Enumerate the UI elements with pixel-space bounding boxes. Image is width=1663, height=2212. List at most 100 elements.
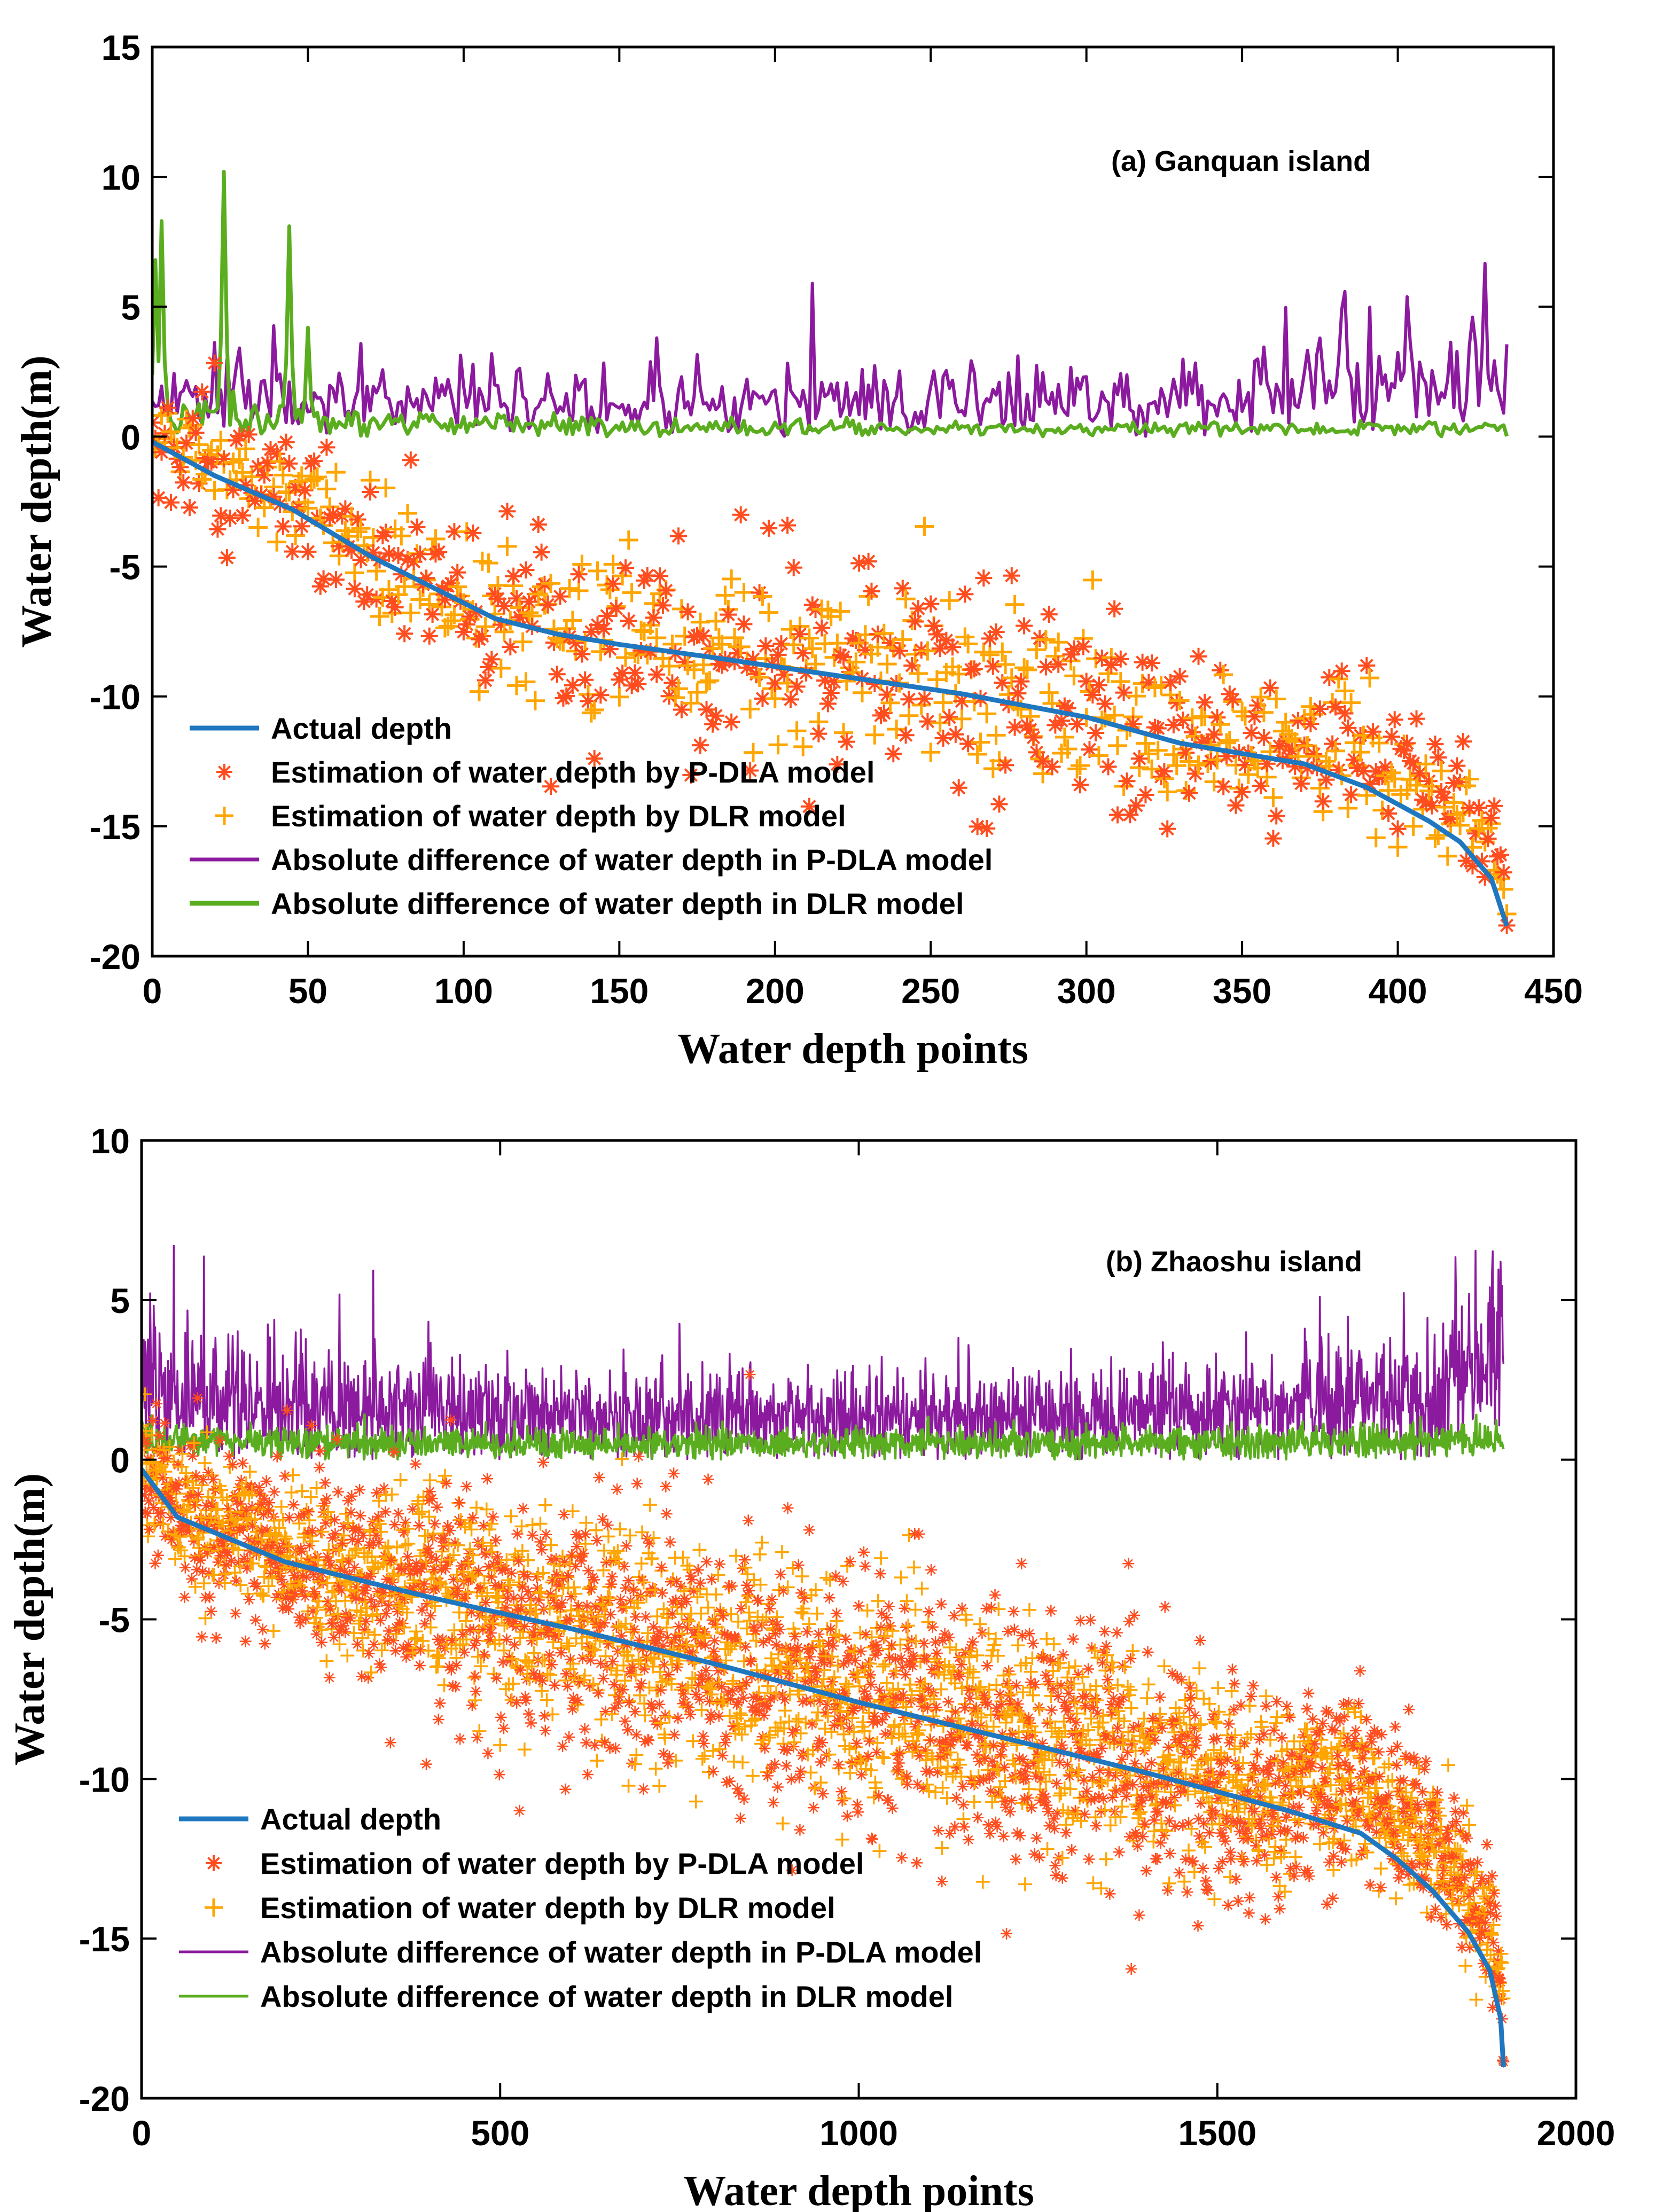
dlr-estimate-point (1211, 715, 1230, 734)
pdla-estimate-point (243, 1533, 255, 1545)
dlr-estimate-point (879, 1676, 894, 1690)
pdla-estimate-point (829, 1703, 841, 1716)
pdla-estimate-point (1433, 783, 1450, 801)
pdla-estimate-point (423, 1494, 435, 1506)
pdla-estimate-point (994, 674, 1011, 692)
pdla-estimate-point (866, 1833, 879, 1846)
pdla-estimate-point (1403, 1703, 1415, 1716)
pdla-estimate-point (1309, 1808, 1322, 1820)
pdla-estimate-point (200, 1499, 212, 1512)
pdla-estimate-point (385, 1554, 397, 1567)
dlr-estimate-point (1022, 1603, 1037, 1617)
pdla-estimate-point (445, 1663, 457, 1676)
pdla-estimate-point (231, 427, 248, 445)
pdla-estimate-point (555, 1647, 567, 1659)
dlr-estimate-point (1450, 1842, 1465, 1856)
pdla-estimate-point (979, 1753, 991, 1765)
pdla-estimate-point (517, 1503, 529, 1515)
pdla-estimate-point (1490, 1910, 1502, 1922)
dlr-estimate-point (743, 742, 763, 762)
pdla-estimate-point (720, 1730, 732, 1742)
dlr-estimate-point (872, 1844, 887, 1858)
dlr-estimate-point (307, 467, 327, 487)
pdla-estimate-point (1081, 1785, 1093, 1797)
dlr-estimate-point (794, 1605, 809, 1619)
dlr-estimate-point (1162, 1876, 1176, 1890)
pdla-estimate-point (607, 1655, 619, 1668)
pdla-estimate-point (1173, 1866, 1185, 1879)
pdla-estimate-point (660, 1480, 672, 1492)
pdla-estimate-point (727, 1685, 739, 1697)
pdla-estimate-point (1028, 1757, 1040, 1770)
pdla-estimate-point (1142, 1646, 1154, 1658)
dlr-estimate-point (973, 1617, 987, 1631)
dlr-estimate-point (1402, 1821, 1416, 1835)
pdla-estimate-point (981, 1660, 993, 1672)
pdla-estimate-point (1168, 1792, 1181, 1804)
pdla-estimate-point (1427, 1812, 1439, 1825)
pdla-estimate-point (1061, 1758, 1074, 1771)
pdla-estimate-point (881, 634, 899, 652)
pdla-estimate-point (620, 1539, 633, 1552)
pdla-estimate-point (1467, 1884, 1480, 1896)
pdla-estimate-point (1240, 1823, 1253, 1835)
dlr-estimate-point (659, 656, 679, 676)
pdla-estimate-point (1297, 1765, 1309, 1777)
pdla-estimate-point (196, 1631, 208, 1643)
pdla-estimate-point (1002, 1625, 1014, 1638)
pdla-estimate-point (1160, 1796, 1173, 1808)
pdla-estimate-point (1174, 1736, 1186, 1748)
pdla-estimate-point (1470, 1904, 1482, 1916)
pdla-estimate-point (549, 1679, 561, 1691)
pdla-estimate-point (1332, 1760, 1345, 1772)
pdla-estimate-point (1062, 1705, 1074, 1717)
pdla-estimate-point (813, 1734, 825, 1747)
pdla-estimate-point (1462, 1914, 1474, 1926)
pdla-estimate-point (436, 1633, 449, 1646)
pdla-estimate-point (459, 1588, 472, 1600)
pdla-estimate-point (1159, 820, 1176, 838)
pdla-estimate-point (1026, 1802, 1038, 1814)
pdla-estimate-point (1393, 1785, 1406, 1797)
pdla-estimate-point (1292, 1830, 1304, 1842)
pdla-estimate-point (1403, 1797, 1416, 1810)
pdla-estimate-point (721, 1629, 733, 1642)
pdla-estimate-point (361, 1579, 373, 1591)
pdla-estimate-point (889, 1653, 901, 1665)
dlr-estimate-point (1422, 777, 1442, 796)
dlr-estimate-point (958, 634, 978, 654)
pdla-estimate-point (1355, 1848, 1368, 1861)
pdla-estimate-point (741, 1579, 753, 1591)
pdla-estimate-point (690, 1688, 702, 1700)
dlr-estimate-point (302, 1513, 317, 1528)
pdla-estimate-point (819, 695, 837, 713)
dlr-estimate-point (770, 1724, 785, 1738)
pdla-estimate-point (1006, 1728, 1018, 1740)
pdla-estimate-point (323, 1554, 335, 1567)
dlr-estimate-point (1117, 1714, 1131, 1729)
dlr-estimate-point (1263, 788, 1283, 808)
dlr-estimate-point (967, 745, 987, 764)
pdla-estimate-point (503, 1651, 516, 1663)
pdla-estimate-point (1169, 1820, 1181, 1832)
dlr-estimate-point (839, 1677, 854, 1692)
pdla-estimate-point (1114, 1695, 1126, 1708)
pdla-estimate-point (616, 559, 634, 577)
pdla-estimate-point (1094, 1764, 1106, 1777)
dlr-estimate-point (423, 1473, 437, 1488)
pdla-estimate-point (1148, 1814, 1160, 1826)
dlr-estimate-point (415, 1505, 429, 1519)
pdla-estimate-point (1040, 606, 1058, 623)
pdla-estimate-point (698, 1737, 710, 1749)
pdla-estimate-point (914, 1676, 926, 1688)
pdla-estimate-point (1024, 1628, 1036, 1640)
pdla-estimate-point (446, 523, 463, 541)
pdla-estimate-point (630, 1729, 643, 1741)
pdla-estimate-point (1389, 820, 1407, 838)
pdla-estimate-point (981, 630, 998, 647)
dlr-estimate-point (209, 1503, 223, 1517)
pdla-estimate-point (1365, 1736, 1378, 1748)
pdla-estimate-point (584, 1654, 597, 1667)
dlr-estimate-point (392, 526, 411, 546)
pdla-estimate-point (668, 1467, 680, 1480)
